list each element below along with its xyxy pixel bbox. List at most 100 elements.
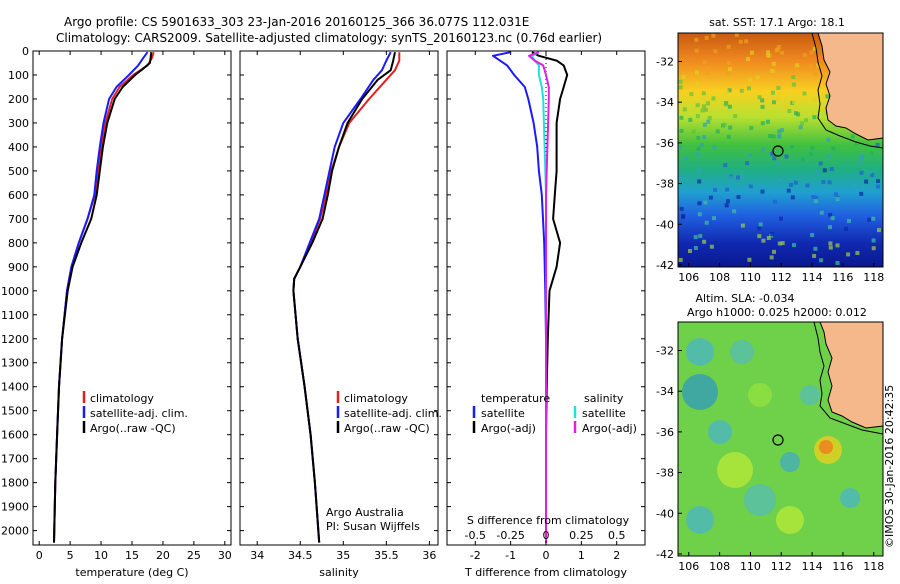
sst-pixel [728, 125, 733, 130]
sst-pixel [699, 142, 704, 147]
lat-tick-label: -40 [656, 507, 674, 520]
sst-pixel [771, 90, 775, 95]
depth-tick-label: 1100 [1, 309, 29, 322]
temperature-tick-label: 0 [36, 549, 43, 562]
s-difference-tick-label: 0.25 [569, 529, 594, 542]
temperature-tick-label: 5 [67, 549, 74, 562]
sst-pixel [736, 175, 740, 180]
sst-pixel [678, 175, 683, 180]
sst-pixel [786, 188, 791, 193]
lat-tick-label: -42 [656, 259, 674, 272]
sst-pixel [702, 104, 706, 109]
sst-pixel [694, 48, 699, 53]
sst-pixel [678, 145, 682, 150]
sst-pixel [698, 234, 703, 238]
sla-map-title-2: Argo h1000: 0.025 h2000: 0.012 [687, 306, 867, 319]
sst-pixel [761, 147, 766, 152]
sst-pixel [724, 89, 729, 94]
legend-label-satellite: satellite-adj. clim. [90, 407, 188, 420]
sst-pixel [828, 241, 833, 246]
lat-tick-label: -32 [656, 344, 674, 357]
sst-pixel [723, 102, 728, 107]
legend-label-argo: Argo(..raw -QC) [344, 422, 430, 435]
sst-pixel [790, 195, 795, 200]
sst-pixel [703, 200, 708, 205]
sst-pixel [681, 75, 686, 79]
salinity-panel [239, 50, 439, 546]
sst-pixel [709, 244, 714, 249]
temperature-panel [32, 50, 232, 546]
sst-pixel [813, 71, 818, 76]
sst-pixel [771, 134, 776, 139]
sst-pixel [726, 44, 731, 49]
sst-pixel [787, 109, 792, 113]
lon-tick-label: 118 [863, 560, 884, 573]
sst-pixel [819, 210, 824, 215]
sst-pixel [695, 70, 699, 75]
sst-pixel [727, 61, 732, 66]
legend-label-argo: Argo(..raw -QC) [90, 422, 176, 435]
lat-tick-label: -38 [656, 178, 674, 191]
sst-pixel [713, 49, 718, 54]
sst-pixel [875, 142, 880, 147]
t-difference-tick-label: -2 [470, 549, 481, 562]
sst-pixel [726, 71, 731, 76]
sst-pixel [772, 249, 776, 254]
depth-tick-label: 1500 [1, 405, 29, 418]
sla-land [819, 321, 884, 429]
sst-pixel [708, 195, 713, 200]
sla-blob [780, 452, 800, 472]
lat-tick-label: -38 [656, 467, 674, 480]
sst-pixel [694, 37, 699, 42]
lon-tick-label: 108 [709, 271, 730, 284]
sst-pixel [814, 199, 818, 204]
salinity-legend: climatology satellite-adj. clim. Argo(..… [326, 391, 442, 533]
salinity-tick-label: 35 [336, 549, 350, 562]
imos-credit: ©IMOS 30-Jan-2016 20:42:35 [883, 385, 896, 548]
sst-pixel [704, 107, 708, 112]
sst-map-frame [677, 32, 884, 268]
sst-pixel [760, 104, 765, 109]
depth-tick-label: 1600 [1, 429, 29, 442]
sst-pixel [696, 146, 701, 151]
sst-pixel [825, 94, 830, 99]
sst-pixel [772, 156, 777, 161]
depth-tick-label: 300 [8, 117, 29, 130]
sst-pixel [777, 241, 782, 246]
lat-tick-label: -36 [656, 426, 674, 439]
temperature-tick-label: 20 [156, 549, 170, 562]
difference-series-0 [492, 51, 547, 543]
sla-blob [717, 452, 753, 488]
salinity-series-2 [292, 51, 396, 543]
sst-pixel [706, 119, 711, 124]
depth-tick-label: 100 [8, 69, 29, 82]
sst-pixel [704, 220, 709, 225]
sst-pixel [746, 57, 750, 62]
depth-tick-label: 1200 [1, 333, 29, 346]
sst-pixel [827, 180, 832, 185]
sst-pixel [812, 254, 817, 258]
sst-pixel [812, 46, 817, 51]
salinity-xlabel: salinity [319, 566, 359, 579]
x-axes: 0 5 10 15 20 25 30 34 34.5 35 35.5 36 -2 -1 0 1 2 -0.5 -0.… [36, 51, 625, 562]
sst-pixel [722, 122, 727, 127]
sla-argo-location [772, 434, 784, 446]
sst-pixel [793, 180, 798, 185]
sla-texture [682, 338, 860, 534]
lon-tick-label: 108 [709, 560, 730, 573]
sst-pixel [770, 232, 775, 237]
lon-tick-label: 114 [802, 271, 823, 284]
lat-tick-label: -36 [656, 137, 674, 150]
sst-pixel [679, 206, 684, 211]
sst-pixel [712, 145, 717, 150]
sst-pixel [696, 152, 701, 157]
sst-pixel [859, 170, 864, 175]
sst-pixel [766, 236, 771, 240]
lon-tick-label: 112 [771, 560, 792, 573]
difference-legend: temperature salinity satellite Argo(-adj… [472, 392, 637, 435]
sst-pixel [706, 101, 710, 106]
sla-blob [730, 340, 754, 364]
lon-tick-label: 116 [832, 560, 853, 573]
temperature-legend: climatology satellite-adj. clim. Argo(..… [82, 391, 188, 435]
